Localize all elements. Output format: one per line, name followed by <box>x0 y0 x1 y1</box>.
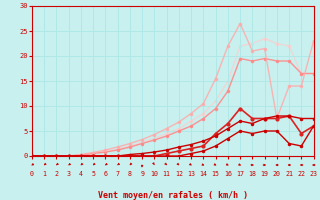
X-axis label: Vent moyen/en rafales ( km/h ): Vent moyen/en rafales ( km/h ) <box>98 191 248 200</box>
